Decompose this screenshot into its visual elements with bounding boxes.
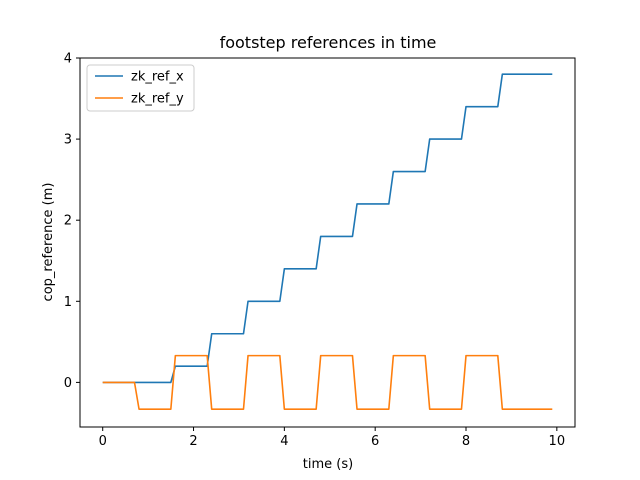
legend-label-zk-ref-y: zk_ref_y [131,92,184,107]
x-tick-label: 2 [189,434,197,449]
y-tick-label: 0 [64,376,72,391]
legend: zk_ref_x zk_ref_y [86,64,195,112]
x-tick-label: 6 [371,434,379,449]
x-axis-label: time (s) [303,457,353,472]
x-tick-label: 4 [280,434,288,449]
x-tick-label: 0 [99,434,107,449]
y-tick-label: 3 [64,133,72,148]
legend-label-zk-ref-x: zk_ref_x [131,70,184,85]
chart-title: footstep references in time [220,33,437,52]
x-tick-label: 10 [549,434,566,449]
y-axis-label: cop_reference (m) [41,183,56,302]
y-tick-label: 4 [64,52,72,67]
axes-frame [79,57,576,428]
series-line-zk-ref-x [102,73,553,384]
plot-lines [102,73,553,410]
y-tick-label: 2 [64,214,72,229]
y-tick-label: 1 [64,295,72,310]
y-axis-ticks: 0 1 2 3 4 [64,52,80,391]
x-tick-label: 8 [462,434,470,449]
series-line-zk-ref-y [102,354,553,410]
x-axis-ticks: 0 2 4 6 8 10 [99,427,566,449]
